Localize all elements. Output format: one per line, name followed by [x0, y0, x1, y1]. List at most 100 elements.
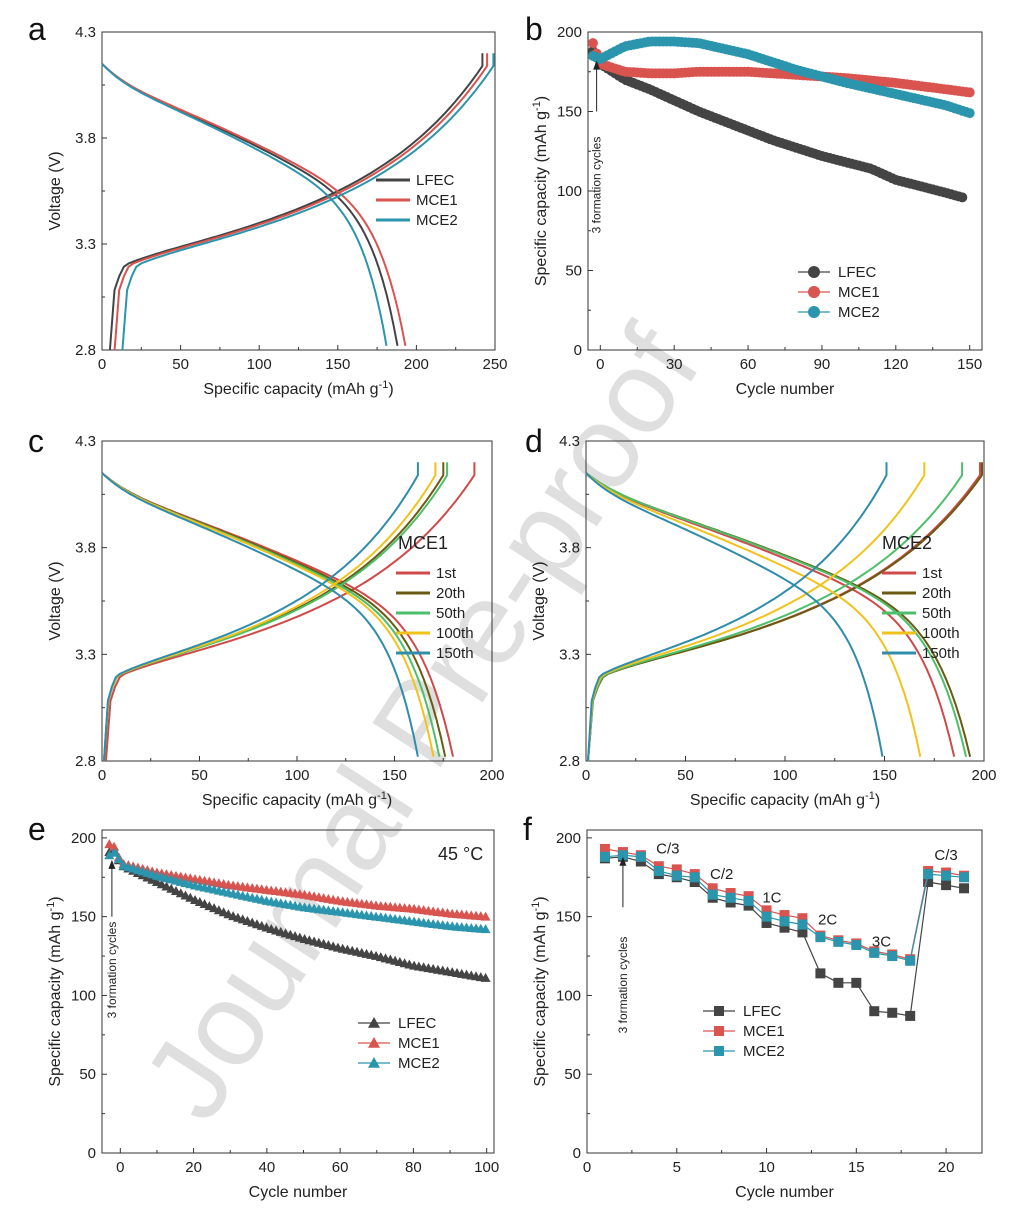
legend-label: MCE1 [416, 192, 458, 209]
rate-label: C/3 [934, 847, 957, 864]
legend-label: 20th [436, 585, 465, 602]
data-point [104, 850, 115, 860]
data-point [797, 913, 808, 924]
x-tick-label: 0 [596, 356, 604, 373]
data-point [599, 843, 610, 854]
y-axis-label: Specific capacity (mAh g-1) [530, 896, 549, 1086]
rate-label: 3C [872, 934, 891, 951]
data-point [851, 977, 862, 988]
y-tick-label: 3.3 [75, 236, 96, 253]
x-axis-label: Cycle number [736, 381, 835, 398]
legend-item-20th: 20th [882, 585, 951, 602]
series-mce2 [599, 850, 970, 966]
data-point [957, 192, 968, 203]
formation-arrow-head [593, 60, 601, 70]
x-tick-label: 5 [673, 1159, 681, 1176]
plot-frame [586, 829, 983, 1154]
legend-label: 20th [922, 585, 951, 602]
y-tick-label: 100 [556, 987, 581, 1004]
legend-marker [368, 1037, 380, 1048]
legend-label: LFEC [398, 1015, 437, 1032]
charge-curve [113, 53, 489, 351]
legend-item-lfec: LFEC [376, 172, 455, 189]
data-point [113, 853, 124, 863]
legend-marker [808, 306, 820, 318]
panel-label: 45 °C [438, 844, 483, 864]
data-point [671, 870, 682, 881]
legend-label: LFEC [743, 1003, 782, 1020]
data-point [887, 951, 898, 962]
legend-item-lfec: LFEC [703, 1003, 782, 1020]
data-point [797, 919, 808, 930]
series-mce2 [101, 53, 495, 351]
y-tick-label: 150 [71, 909, 96, 926]
charge-curve [103, 462, 419, 762]
y-tick-label: 0 [573, 1145, 581, 1162]
data-point [959, 872, 970, 883]
data-point [480, 911, 491, 921]
data-point [815, 968, 826, 979]
y-tick-label: 3.3 [75, 646, 96, 663]
x-tick-label: 100 [772, 767, 797, 784]
series-line [604, 856, 965, 1017]
x-tick-label: 30 [666, 356, 683, 373]
data-point [797, 927, 808, 938]
charge-curve [587, 462, 964, 762]
y-axis-label: Specific capacity (mAh g-1) [531, 96, 550, 286]
legend-item-mce1: MCE1 [703, 1023, 785, 1040]
legend-label: LFEC [838, 264, 877, 281]
panel-c: 0 50 100 150 200 2.8 3.3 3.8 4.3 Specific capacit… [28, 423, 505, 809]
x-tick-label: 150 [325, 356, 350, 373]
y-tick-label: 0 [88, 1145, 96, 1162]
y-tick-label: 2.8 [75, 753, 96, 770]
data-point [653, 865, 664, 876]
y-tick-label: 2.8 [75, 342, 96, 359]
series-100th [585, 462, 926, 762]
rate-label: C/3 [656, 841, 679, 858]
data-point [599, 851, 610, 862]
legend-label: 50th [436, 605, 465, 622]
x-tick-label: 0 [583, 1159, 591, 1176]
formation-arrow-head [619, 856, 627, 866]
data-point [109, 847, 120, 857]
series-50th [585, 462, 968, 762]
data-point [941, 880, 952, 891]
panel-label: MCE2 [882, 533, 932, 553]
panel-d: 0 50 100 150 200 2.8 3.3 3.8 4.3 Specific capacit… [525, 423, 997, 809]
legend-item-mce2: MCE2 [376, 212, 458, 229]
y-tick-label: 2.8 [559, 753, 580, 770]
x-tick-label: 150 [382, 767, 407, 784]
series-lfec [599, 851, 970, 1021]
legend-item-150th: 150th [882, 645, 960, 662]
data-point [707, 883, 718, 894]
legend-item-mce1: MCE1 [798, 284, 880, 301]
data-point [815, 932, 826, 943]
legend-item-1st: 1st [882, 565, 943, 582]
y-tick-label: 150 [557, 104, 582, 121]
x-axis-label: Cycle number [735, 1184, 834, 1201]
data-point [964, 108, 975, 119]
data-point [743, 895, 754, 906]
data-point [617, 850, 628, 861]
y-tick-label: 0 [574, 342, 582, 359]
legend-label: MCE2 [838, 304, 880, 321]
legend-label: MCE1 [838, 284, 880, 301]
data-point [964, 87, 975, 98]
series-mce1 [101, 53, 489, 351]
legend-item-20th: 20th [396, 585, 465, 602]
x-tick-label: 0 [116, 1159, 124, 1176]
discharge-curve [585, 472, 972, 757]
x-tick-label: 200 [404, 356, 429, 373]
y-tick-label: 100 [557, 183, 582, 200]
x-tick-label: 15 [848, 1159, 865, 1176]
y-tick-label: 50 [565, 263, 582, 280]
legend-item-1st: 1st [396, 565, 457, 582]
y-tick-label: 200 [71, 830, 96, 847]
data-point [905, 955, 916, 966]
x-tick-label: 150 [872, 767, 897, 784]
x-tick-label: 40 [259, 1159, 276, 1176]
data-point [587, 38, 598, 49]
panel-letter: d [525, 423, 543, 459]
discharge-curve [585, 472, 922, 757]
